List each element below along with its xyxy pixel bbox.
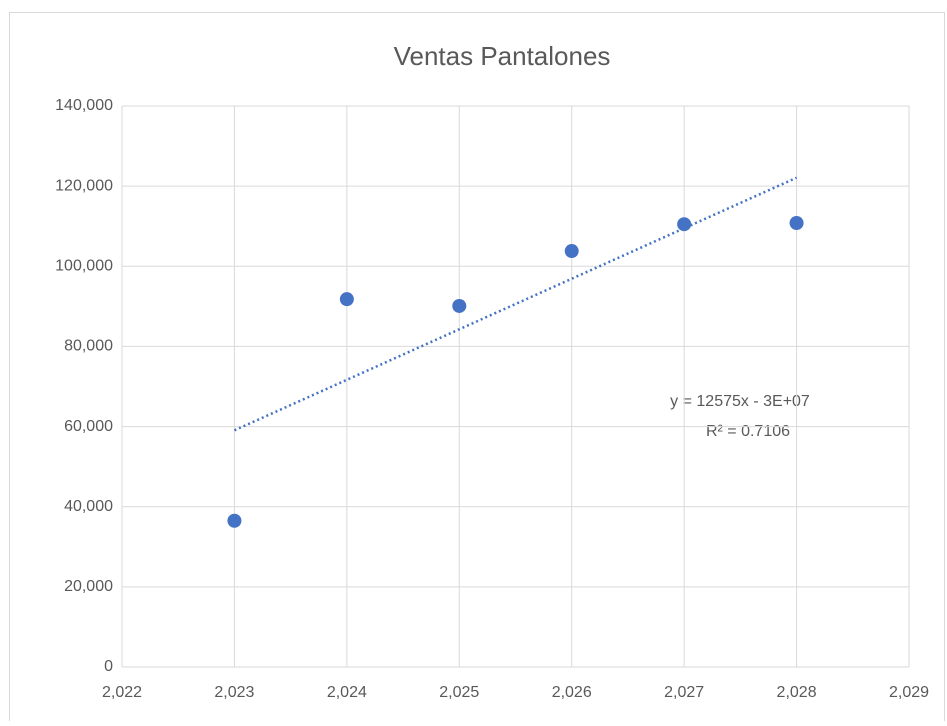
x-tick-label: 2,022 [102,684,142,701]
chart-frame [9,12,945,726]
x-tick-label: 2,029 [889,684,929,701]
x-tick-label: 2,025 [439,684,479,701]
y-tick-label: 20,000 [64,578,113,595]
x-tick-label: 2,024 [327,684,367,701]
y-tick-label: 100,000 [55,258,113,275]
y-tick-label: 40,000 [64,498,113,515]
y-tick-label: 60,000 [64,418,113,435]
data-point [339,292,354,307]
y-tick-label: 80,000 [64,338,113,355]
data-point [564,244,579,259]
chart-title: Ventas Pantalones [394,41,611,71]
trendline-equation: y = 12575x - 3E+07 [670,393,810,410]
y-tick-label: 0 [104,658,113,675]
x-tick-label: 2,028 [777,684,817,701]
data-point [227,513,242,528]
trendline-r-squared: R² = 0.7106 [706,423,790,440]
x-tick-label: 2,026 [552,684,592,701]
data-point [789,216,804,231]
y-tick-label: 140,000 [55,97,113,114]
data-point [452,298,467,313]
x-tick-label: 2,023 [214,684,254,701]
x-tick-label: 2,027 [664,684,704,701]
data-point [677,217,692,232]
y-tick-label: 120,000 [55,177,113,194]
